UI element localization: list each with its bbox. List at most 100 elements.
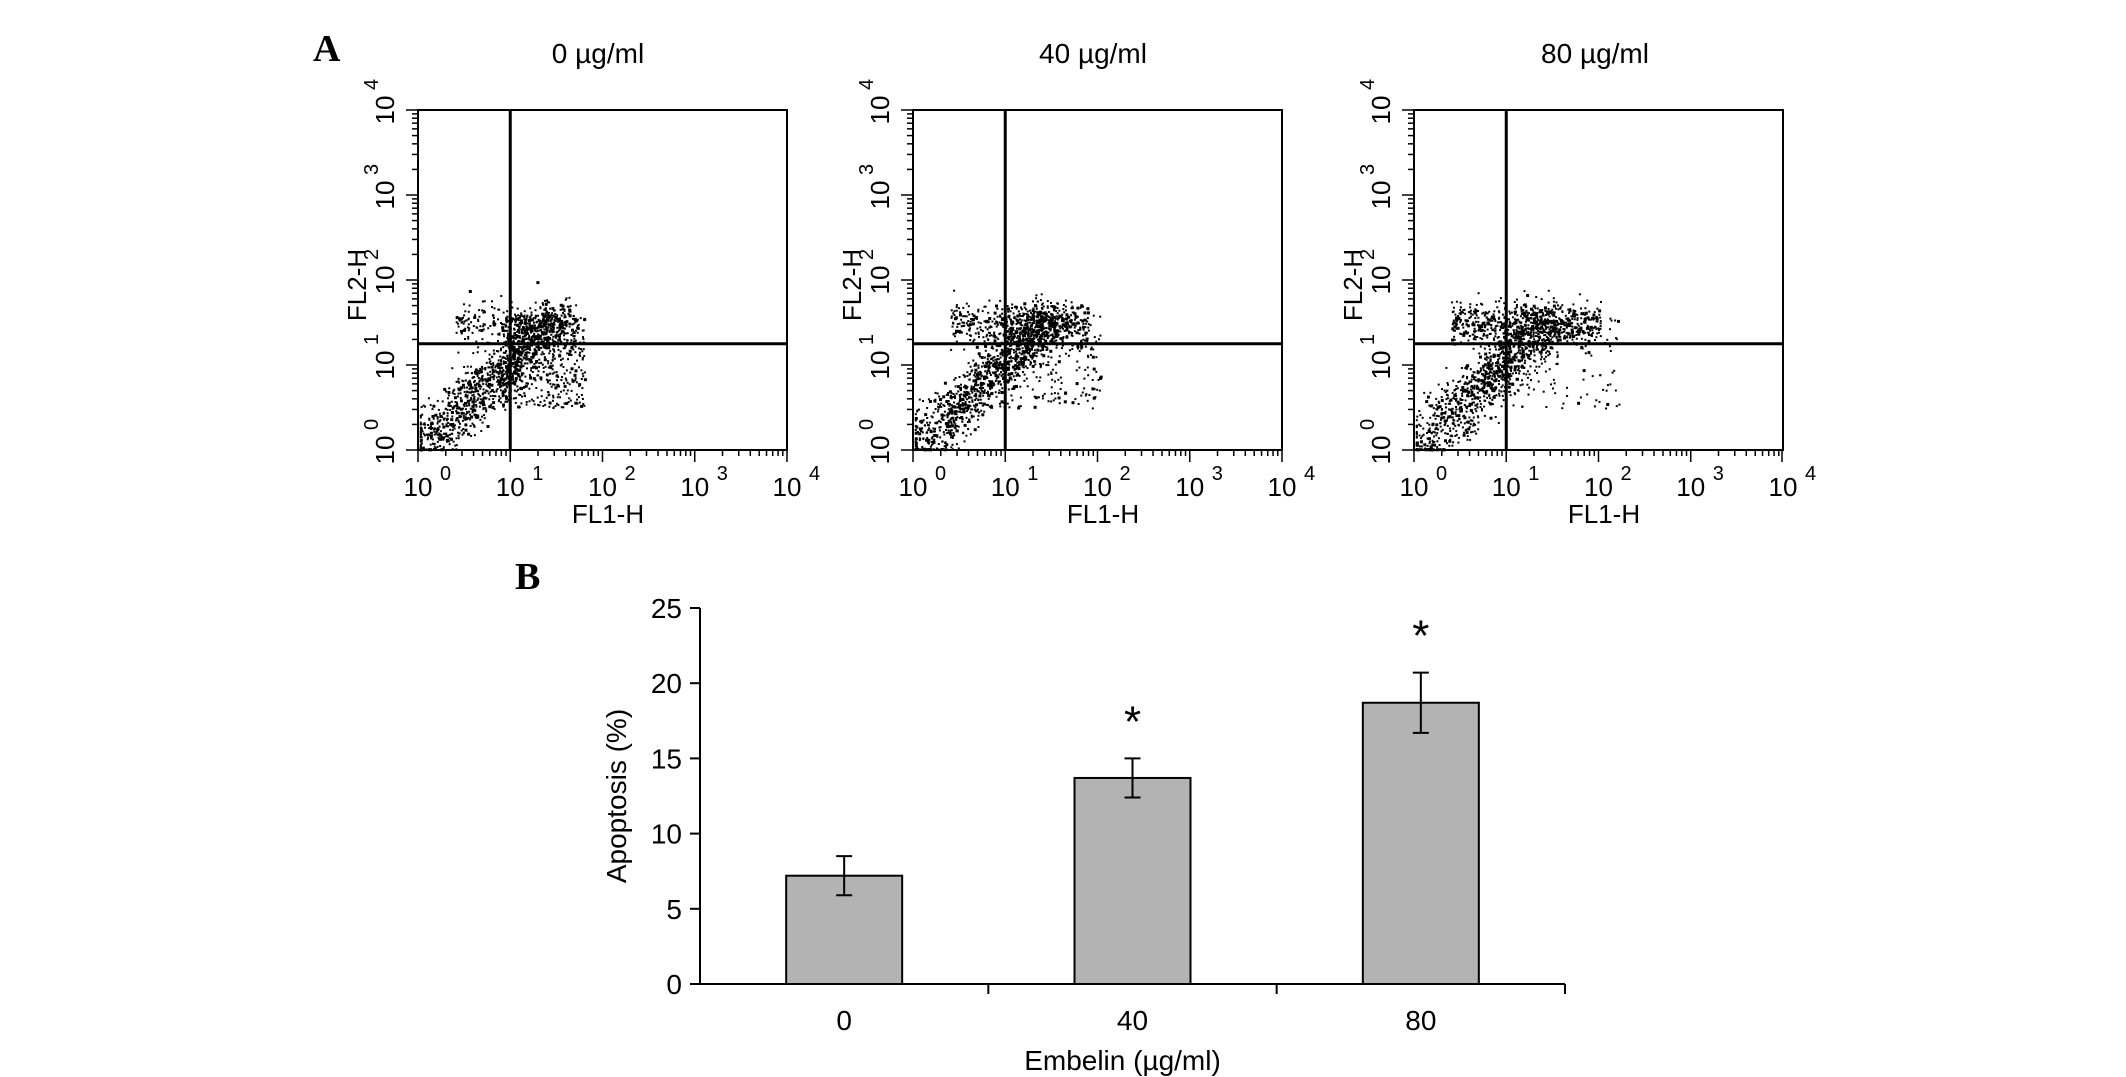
flow-dot bbox=[439, 437, 442, 441]
flow-dot bbox=[921, 420, 924, 423]
flow-dot bbox=[1070, 314, 1072, 317]
flow-dot bbox=[501, 382, 504, 385]
flow-dot bbox=[919, 420, 921, 423]
flow-dot bbox=[966, 324, 969, 327]
flow-dot bbox=[982, 402, 986, 406]
flow-dot bbox=[518, 340, 521, 343]
flow-dot bbox=[1459, 306, 1462, 309]
flow-dot bbox=[551, 307, 555, 311]
flow-dot bbox=[514, 401, 517, 404]
flow-dot bbox=[1034, 363, 1037, 366]
flow-dot bbox=[990, 357, 993, 360]
flow-dot bbox=[955, 417, 958, 420]
flow-dot bbox=[1513, 353, 1516, 356]
flow-dot bbox=[529, 376, 533, 380]
flow-dot bbox=[1086, 311, 1090, 315]
flow-dot bbox=[1023, 332, 1026, 335]
flow-dot bbox=[579, 354, 582, 357]
flow-dot bbox=[1489, 397, 1492, 400]
flow-dot bbox=[1049, 318, 1052, 321]
flow-dot bbox=[1081, 391, 1084, 394]
flow-dot bbox=[512, 336, 515, 339]
flow-dot bbox=[1475, 410, 1478, 413]
flow-dot bbox=[504, 329, 507, 332]
flow-dot bbox=[990, 362, 993, 364]
flow-dot bbox=[1019, 318, 1021, 321]
flow-dot bbox=[1068, 325, 1072, 329]
flow-dot bbox=[1473, 335, 1476, 338]
flow-dot bbox=[1041, 307, 1044, 310]
flow-dot bbox=[521, 327, 524, 330]
flow-dot bbox=[1028, 354, 1031, 357]
flow-dot bbox=[477, 372, 480, 375]
flow-dot bbox=[520, 402, 523, 405]
flow-dot bbox=[1033, 352, 1036, 355]
flow-dot bbox=[1050, 305, 1053, 308]
flow-dot bbox=[1035, 376, 1038, 379]
flow-dot bbox=[1563, 334, 1566, 337]
flow-dot bbox=[1567, 332, 1571, 336]
flow-dot bbox=[1026, 310, 1029, 313]
flow-dot bbox=[471, 390, 474, 393]
flow-dot bbox=[1021, 350, 1025, 354]
flow-dot bbox=[1536, 312, 1539, 314]
flow-dot bbox=[495, 370, 498, 373]
flow-dot bbox=[1033, 340, 1036, 343]
flow-dot bbox=[1014, 371, 1017, 374]
flow-dot bbox=[519, 365, 523, 369]
flow-dot bbox=[1044, 315, 1047, 318]
flow-dot bbox=[1536, 307, 1539, 310]
flow-dot bbox=[1010, 378, 1013, 381]
flow-dot bbox=[520, 332, 523, 335]
flow-dot bbox=[978, 335, 980, 338]
flow-dot bbox=[974, 406, 977, 409]
flow-dot bbox=[471, 405, 474, 408]
flow-dot bbox=[990, 404, 993, 407]
flow-dot bbox=[481, 338, 484, 341]
flow-dot bbox=[1064, 321, 1067, 324]
y-tick-label-group: 103 bbox=[361, 164, 400, 210]
flow-dot bbox=[549, 307, 552, 310]
flow-dot bbox=[511, 336, 514, 339]
flow-dot bbox=[1458, 417, 1461, 420]
flow-dot bbox=[513, 381, 517, 385]
flow-dot bbox=[1086, 399, 1089, 402]
flow-dot bbox=[1568, 311, 1571, 314]
flow-dot bbox=[1016, 336, 1019, 339]
flow-dot bbox=[955, 418, 958, 421]
flow-dot bbox=[1518, 370, 1521, 373]
flow-dot bbox=[916, 410, 919, 413]
x-tick-label: 10 bbox=[1175, 472, 1204, 502]
flow-dot bbox=[471, 394, 474, 397]
flow-dot bbox=[1019, 396, 1022, 399]
flow-dot bbox=[530, 311, 533, 314]
flow-dot bbox=[955, 413, 958, 416]
flow-dot bbox=[1073, 311, 1075, 314]
flow-dot bbox=[1527, 354, 1531, 358]
flow-dot bbox=[943, 445, 946, 448]
flow-dot bbox=[1031, 309, 1035, 313]
flow-dot bbox=[1522, 313, 1526, 317]
flow-dot bbox=[960, 318, 963, 321]
flow-dot bbox=[1089, 353, 1092, 356]
flow-dot bbox=[1009, 310, 1012, 313]
flow-dot bbox=[536, 346, 539, 349]
flow-dot bbox=[1007, 381, 1010, 384]
flow-dot bbox=[564, 345, 567, 347]
flow-dot bbox=[1479, 367, 1482, 370]
flow-dot bbox=[1498, 340, 1501, 343]
flow-dot bbox=[1490, 315, 1493, 318]
flow-dot bbox=[950, 315, 953, 318]
flow-dot bbox=[1025, 313, 1028, 315]
flow-dot bbox=[1571, 317, 1574, 320]
flow-dot bbox=[977, 364, 980, 367]
flow-dot bbox=[1012, 328, 1015, 331]
flow-dot bbox=[1477, 361, 1480, 364]
flow-dot bbox=[495, 376, 498, 379]
flow-dot bbox=[989, 354, 992, 357]
flow-dot bbox=[1054, 380, 1056, 383]
flow-dot bbox=[548, 323, 551, 327]
flow-dot bbox=[540, 361, 543, 364]
flow-dot bbox=[568, 296, 571, 299]
flow-dot bbox=[1066, 318, 1068, 321]
